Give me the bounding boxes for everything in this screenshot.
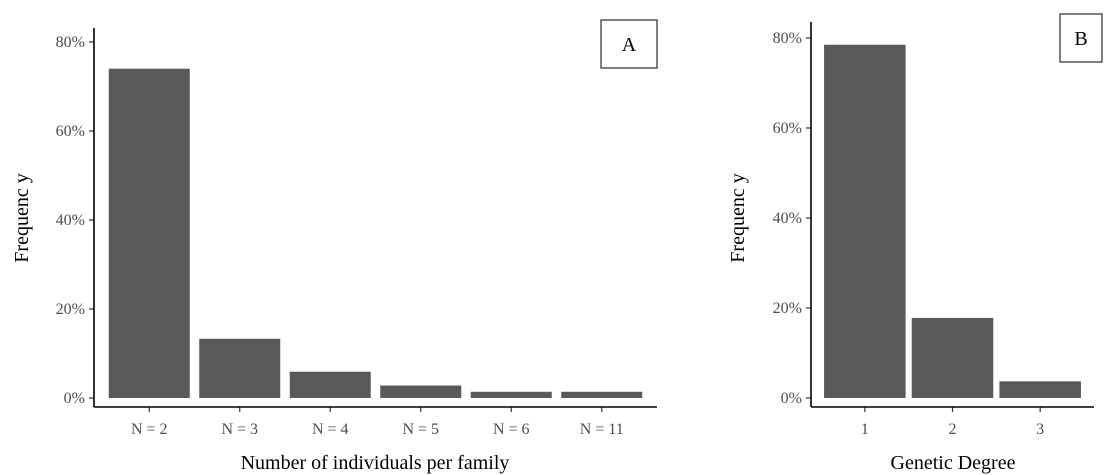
chart-panel-b: 0% 20% 40% 60% 80% 1 2 3 Frequenc y Genetic De… (727, 13, 1103, 474)
y-tick-label: 20% (773, 300, 802, 317)
x-axis-title: Genetic Degree (891, 452, 1016, 474)
bar (108, 68, 190, 398)
y-tick-label: 0% (64, 390, 85, 407)
x-tick-label: 2 (949, 421, 957, 438)
y-tick-label: 20% (56, 301, 85, 318)
bar (380, 385, 462, 398)
y-ticks-group: 0% 20% 40% 60% 80% (773, 30, 811, 407)
bars-group (108, 68, 643, 398)
y-tick-label: 80% (773, 30, 802, 47)
panel-label: B (1074, 28, 1087, 50)
y-tick-label: 60% (773, 120, 802, 137)
x-ticks-group: N = 2 N = 3 N = 4 N = 5 N = 6 N = 11 (131, 407, 624, 438)
panel-label-box (600, 19, 658, 69)
x-tick-label: 1 (861, 421, 869, 438)
y-tick-label: 0% (781, 390, 802, 407)
y-tick-label: 80% (56, 34, 85, 51)
y-tick-label: 40% (773, 210, 802, 227)
bar (911, 317, 994, 398)
x-tick-label: N = 3 (221, 421, 258, 438)
bars-group (824, 44, 1081, 398)
y-ticks-group: 0% 20% 40% 60% 80% (56, 34, 94, 407)
x-tick-label: N = 4 (312, 421, 349, 438)
panel-label-box (1059, 13, 1103, 63)
bar (289, 371, 371, 398)
bar (470, 391, 552, 398)
x-tick-label: N = 2 (131, 421, 168, 438)
x-tick-label: N = 5 (402, 421, 439, 438)
x-tick-label: N = 11 (580, 421, 624, 438)
x-tick-label: N = 6 (493, 421, 530, 438)
x-tick-label: 3 (1036, 421, 1044, 438)
y-tick-label: 40% (56, 212, 85, 229)
y-axis-title: Frequenc y (727, 173, 749, 262)
bar (999, 381, 1081, 398)
chart-panel-a: 0% 20% 40% 60% 80% N = 2 N = 3 N = 4 N = 5 N = 6… (11, 19, 658, 474)
bar (199, 338, 281, 398)
y-tick-label: 60% (56, 123, 85, 140)
x-axis-title: Number of individuals per family (241, 452, 510, 474)
x-ticks-group: 1 2 3 (861, 407, 1044, 438)
bar (824, 44, 906, 398)
y-axis-title: Frequenc y (11, 173, 33, 262)
bar (561, 391, 643, 398)
panel-label: A (622, 34, 637, 56)
